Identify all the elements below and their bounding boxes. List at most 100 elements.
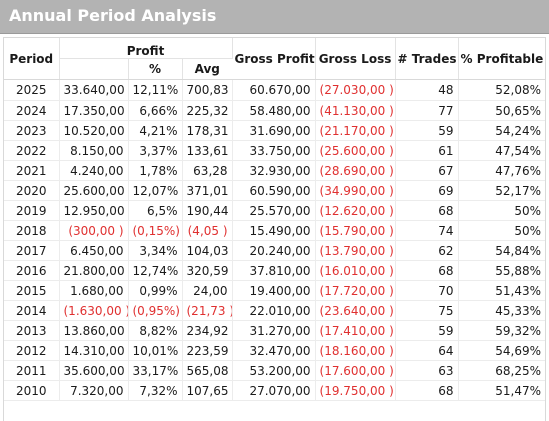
column-header-avg[interactable]: Avg [182,58,233,80]
cell-percent: 3,37% [128,140,183,161]
cell-trades: 64 [395,340,459,361]
table-row[interactable]: 2018 (300,00 ) (0,15%) (4,05 ) 15.490,00 (15.… [4,220,545,241]
cell-trades: 67 [395,160,459,181]
cell-gross-profit: 27.070,00 [232,380,316,401]
column-header-gross-loss[interactable]: Gross Loss [315,38,396,80]
column-header-gross-profit[interactable]: Gross Profit [232,38,316,80]
cell-trades: 70 [395,280,459,301]
table-row[interactable]: 2022 8.150,00 3,37% 133,61 33.750,00 (25.600,… [4,140,545,161]
cell-gross-loss: (15.790,00 ) [315,220,396,241]
table-row[interactable]: 2013 13.860,00 8,82% 234,92 31.270,00 (17.410… [4,320,545,341]
cell-profit: 35.600,00 [59,360,129,381]
cell-percent: (0,15%) [128,220,183,241]
cell-profit: 8.150,00 [59,140,129,161]
cell-percent: 0,99% [128,280,183,301]
cell-percent: 6,66% [128,100,183,121]
cell-profitable: 59,32% [458,320,545,341]
cell-avg: 104,03 [182,240,233,261]
table-row[interactable]: 2025 33.640,00 12,11% 700,83 60.670,00 (27.03… [4,79,545,101]
cell-gross-profit: 58.480,00 [232,100,316,121]
table-row[interactable]: 2015 1.680,00 0,99% 24,00 19.400,00 (17.720,0… [4,280,545,301]
cell-profitable: 52,08% [458,79,545,101]
cell-gross-profit: 60.590,00 [232,180,316,201]
cell-gross-loss: (12.620,00 ) [315,200,396,221]
cell-profit: 17.350,00 [59,100,129,121]
cell-gross-loss: (13.790,00 ) [315,240,396,261]
table-row[interactable]: 2023 10.520,00 4,21% 178,31 31.690,00 (21.170… [4,120,545,141]
cell-avg: 190,44 [182,200,233,221]
cell-gross-loss: (16.010,00 ) [315,260,396,281]
cell-trades: 62 [395,240,459,261]
column-header-profit-value[interactable] [59,58,129,80]
cell-gross-loss: (17.720,00 ) [315,280,396,301]
cell-gross-profit: 37.810,00 [232,260,316,281]
cell-avg: 63,28 [182,160,233,181]
cell-percent: 10,01% [128,340,183,361]
cell-avg: 565,08 [182,360,233,381]
table-row[interactable]: 2012 14.310,00 10,01% 223,59 32.470,00 (18.16… [4,340,545,361]
cell-period: 2025 [4,79,60,101]
cell-period: 2023 [4,120,60,141]
table-row[interactable]: 2010 7.320,00 7,32% 107,65 27.070,00 (19.750,… [4,380,545,401]
cell-trades: 61 [395,140,459,161]
table-row[interactable]: 2024 17.350,00 6,66% 225,32 58.480,00 (41.130… [4,100,545,121]
cell-gross-loss: (41.130,00 ) [315,100,396,121]
cell-percent: 12,11% [128,79,183,101]
cell-gross-loss: (17.410,00 ) [315,320,396,341]
table-row[interactable]: 2017 6.450,00 3,34% 104,03 20.240,00 (13.790,… [4,240,545,261]
cell-percent: (0,95%) [128,300,183,321]
annual-analysis-table-frame: Period Profit Gross Profit Gross Loss # … [3,37,546,421]
cell-gross-profit: 22.010,00 [232,300,316,321]
cell-avg: 178,31 [182,120,233,141]
cell-avg: 320,59 [182,260,233,281]
annual-analysis-table: Period Profit Gross Profit Gross Loss # … [4,38,545,401]
table-row[interactable]: 2019 12.950,00 6,5% 190,44 25.570,00 (12.620,… [4,200,545,221]
cell-profitable: 52,17% [458,180,545,201]
cell-period: 2016 [4,260,60,281]
cell-gross-loss: (19.750,00 ) [315,380,396,401]
cell-trades: 48 [395,79,459,101]
cell-avg: 107,65 [182,380,233,401]
cell-period: 2010 [4,380,60,401]
cell-gross-profit: 31.690,00 [232,120,316,141]
cell-gross-profit: 25.570,00 [232,200,316,221]
cell-gross-loss: (17.600,00 ) [315,360,396,381]
cell-profitable: 51,47% [458,380,545,401]
column-header-profitable[interactable]: % Profitable [458,38,545,80]
table-row[interactable]: 2016 21.800,00 12,74% 320,59 37.810,00 (16.01… [4,260,545,281]
cell-profit: 7.320,00 [59,380,129,401]
column-group-profit[interactable]: Profit [59,38,233,59]
cell-avg: 223,59 [182,340,233,361]
title-bar: Annual Period Analysis [0,0,549,34]
cell-profit: 13.860,00 [59,320,129,341]
table-row[interactable]: 2020 25.600,00 12,07% 371,01 60.590,00 (34.99… [4,180,545,201]
cell-gross-profit: 19.400,00 [232,280,316,301]
cell-gross-profit: 15.490,00 [232,220,316,241]
cell-profit: 33.640,00 [59,79,129,101]
cell-gross-loss: (34.990,00 ) [315,180,396,201]
cell-profit: 10.520,00 [59,120,129,141]
cell-profitable: 54,69% [458,340,545,361]
cell-profit: (300,00 ) [59,220,129,241]
cell-trades: 69 [395,180,459,201]
cell-trades: 59 [395,320,459,341]
cell-gross-profit: 20.240,00 [232,240,316,261]
cell-gross-profit: 32.470,00 [232,340,316,361]
cell-percent: 4,21% [128,120,183,141]
table-row[interactable]: 2021 4.240,00 1,78% 63,28 32.930,00 (28.690,0… [4,160,545,181]
cell-gross-loss: (18.160,00 ) [315,340,396,361]
column-header-trades[interactable]: # Trades [395,38,459,80]
cell-profit: (1.630,00 ) [59,300,129,321]
cell-period: 2020 [4,180,60,201]
cell-percent: 1,78% [128,160,183,181]
column-header-percent[interactable]: % [128,58,183,80]
cell-trades: 59 [395,120,459,141]
cell-percent: 8,82% [128,320,183,341]
column-header-period[interactable]: Period [4,38,60,80]
cell-avg: 225,32 [182,100,233,121]
cell-profit: 14.310,00 [59,340,129,361]
table-row[interactable]: 2014 (1.630,00 ) (0,95%) (21,73 ) 22.010,00(… [4,300,545,321]
table-row[interactable]: 2011 35.600,00 33,17% 565,08 53.200,00 (17.60… [4,360,545,381]
cell-trades: 68 [395,380,459,401]
cell-gross-loss: (25.600,00 ) [315,140,396,161]
